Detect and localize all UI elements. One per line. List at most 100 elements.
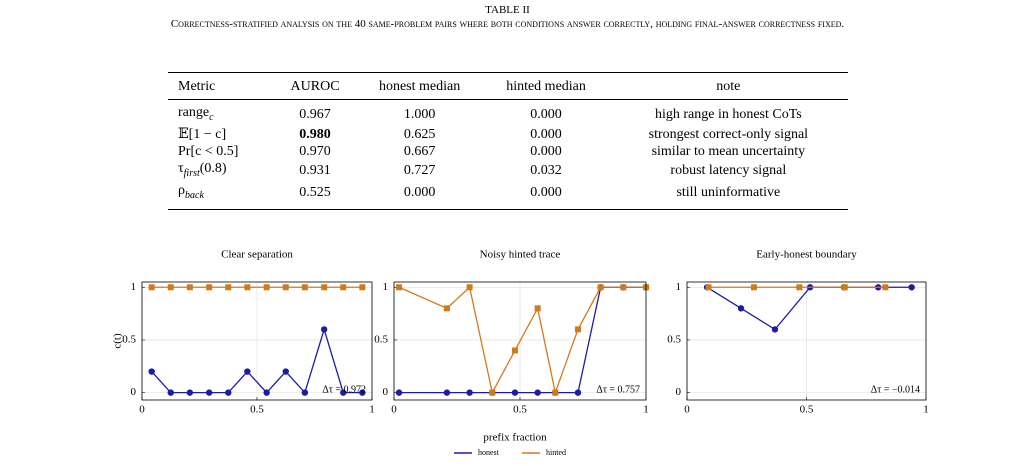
metric-text: range — [178, 105, 210, 120]
data-point — [244, 284, 251, 291]
data-point — [511, 389, 519, 396]
legend-label: hinted — [546, 448, 566, 457]
table-row: rangec 0.967 1.000 0.000 high range in hones… — [168, 100, 848, 126]
x-axis-label: prefix fraction — [483, 432, 547, 444]
y-tick-label: 0.5 — [667, 333, 681, 345]
data-point — [359, 389, 366, 396]
data-point — [340, 389, 347, 396]
chart-title: Noisy hinted trace — [480, 249, 561, 261]
x-tick-label: 1 — [923, 404, 929, 416]
value-cell: 0.000 — [530, 126, 562, 142]
data-point — [771, 326, 779, 333]
metric-subscript: back — [185, 189, 204, 201]
metric-cell: ρback — [168, 181, 275, 211]
annotation: Δτ = −0.014 — [871, 384, 920, 395]
value-cell: 0.727 — [403, 163, 436, 179]
value-cell: 0.980 — [299, 126, 331, 142]
metric-cell: 𝔼[1 − c] — [168, 126, 274, 143]
y-tick-label: 0.5 — [122, 333, 136, 345]
data-point — [796, 284, 803, 291]
data-point — [466, 284, 473, 291]
column-header: hinted median — [483, 72, 609, 100]
data-point — [263, 389, 270, 396]
table-caption: Correctness-stratified analysis on the 4… — [170, 18, 845, 30]
note-cell: robust latency signal — [670, 163, 787, 179]
data-point — [443, 305, 450, 312]
metric-text: Pr[c < 0.5] — [178, 143, 239, 159]
column-header: Metric — [168, 72, 275, 100]
y-tick-label: 0 — [131, 386, 137, 398]
data-point — [282, 284, 289, 291]
data-point — [186, 389, 194, 396]
plot-frame — [141, 281, 373, 401]
data-point — [466, 389, 473, 396]
metric-text: 𝔼[1 − c] — [178, 126, 227, 142]
metric-subscript: first — [183, 167, 200, 179]
data-point — [620, 284, 627, 291]
plot-frame — [686, 281, 927, 401]
data-point — [244, 368, 251, 375]
data-point — [320, 326, 328, 333]
x-tick-label: 1 — [643, 404, 649, 416]
data-point — [225, 284, 232, 291]
value-cell: 0.967 — [299, 107, 331, 123]
table-row: 𝔼[1 − c] 0.980 0.625 0.000 strongest correct… — [168, 126, 848, 143]
metric-text: (0.8) — [199, 160, 227, 176]
value-cell: 0.931 — [299, 163, 331, 179]
data-point — [511, 347, 518, 354]
table-row: ρback 0.525 0.000 0.000 still uninformative — [168, 181, 848, 211]
data-point — [737, 305, 745, 312]
data-point — [186, 284, 193, 291]
data-point — [148, 284, 155, 291]
y-tick-label: 1 — [676, 281, 682, 293]
data-point — [552, 389, 559, 396]
note-cell: high range in honest CoTs — [654, 107, 802, 123]
x-tick-label: 0 — [139, 404, 145, 416]
data-point — [841, 284, 848, 291]
value-cell: 0.667 — [403, 143, 436, 159]
chart-title: Early-honest boundary — [756, 249, 857, 261]
data-point — [705, 284, 712, 291]
legend-label: honest — [478, 448, 500, 457]
x-tick-label: 0.5 — [800, 404, 814, 416]
metric-text: ρ — [178, 182, 185, 198]
value-cell: 0.525 — [274, 181, 356, 211]
data-point — [534, 389, 541, 396]
annotation: Δτ = 0.972 — [322, 384, 366, 395]
y-tick-label: 1 — [131, 281, 137, 293]
value-cell: 0.625 — [403, 126, 436, 142]
column-header: AUROC — [274, 72, 356, 100]
data-point — [908, 284, 915, 291]
table-row: τfirst(0.8) 0.931 0.727 0.032 robust latency… — [168, 160, 848, 182]
data-point — [205, 389, 213, 396]
x-tick-label: 0.5 — [513, 404, 527, 416]
y-tick-label: 0 — [383, 386, 389, 398]
y-tick-label: 0.5 — [374, 333, 388, 345]
value-cell: 0.970 — [299, 143, 331, 159]
note-cell: similar to mean uncertainty — [651, 143, 806, 159]
data-point — [443, 389, 451, 396]
data-point — [396, 284, 403, 291]
x-tick-label: 0 — [684, 404, 690, 416]
column-header: honest median — [355, 72, 484, 100]
data-point — [225, 389, 232, 396]
data-point — [359, 284, 366, 291]
data-point — [263, 284, 270, 291]
note-cell: strongest correct-only signal — [648, 126, 809, 142]
value-cell: 0.000 — [530, 107, 562, 123]
data-point — [574, 326, 581, 333]
results-table: Metric AUROC honest median hinted median not… — [168, 72, 848, 211]
metric-text: τ — [178, 160, 184, 176]
data-point — [301, 284, 308, 291]
y-tick-label: 1 — [383, 281, 389, 293]
value-cell: 0.000 — [483, 181, 609, 211]
data-point — [882, 284, 889, 291]
data-point — [148, 368, 155, 375]
data-point — [574, 389, 582, 396]
series-line — [706, 286, 912, 331]
metric-cell: Pr[c < 0.5] — [168, 143, 274, 160]
x-tick-label: 1 — [369, 404, 375, 416]
value-cell: 0.032 — [530, 163, 562, 179]
